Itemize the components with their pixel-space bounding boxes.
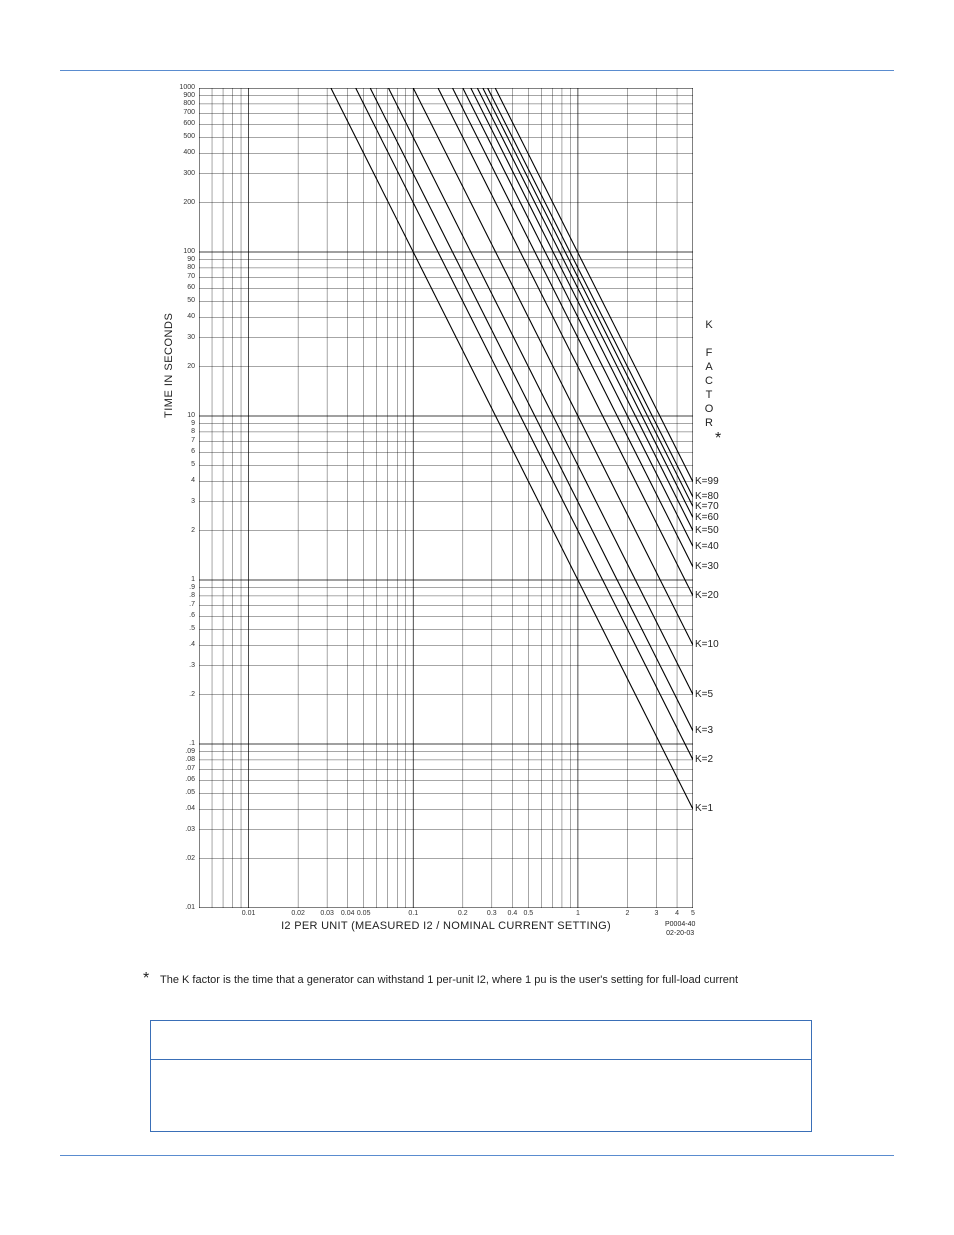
k-curve-label: K=70	[695, 501, 719, 512]
y-tick-label: .02	[165, 855, 195, 862]
y-tick-label: 700	[165, 109, 195, 116]
k-curve-label: K=2	[695, 754, 713, 765]
y-tick-label: .01	[165, 904, 195, 911]
x-tick-label: 0.02	[283, 910, 313, 917]
y-tick-label: 8	[165, 428, 195, 435]
y-tick-label: 400	[165, 149, 195, 156]
y-tick-label: .6	[165, 612, 195, 619]
y-tick-label: 9	[165, 420, 195, 427]
y-tick-label: 20	[165, 363, 195, 370]
y-tick-label: 4	[165, 477, 195, 484]
chart-svg	[199, 88, 693, 908]
k-curve-label: K=20	[695, 590, 719, 601]
y-tick-label: .3	[165, 662, 195, 669]
x-tick-label: 1	[563, 910, 593, 917]
y-tick-label: 70	[165, 273, 195, 280]
y-tick-label: 10	[165, 412, 195, 419]
y-tick-label: .8	[165, 592, 195, 599]
k-curve-label: K=5	[695, 689, 713, 700]
k-curve-label: K=40	[695, 541, 719, 552]
y-tick-label: 200	[165, 199, 195, 206]
k-curve-label: K=30	[695, 561, 719, 572]
k-curve-label: K=3	[695, 725, 713, 736]
x-axis-label: I2 PER UNIT (MEASURED I2 / NOMINAL CURRE…	[199, 920, 693, 932]
page-rule-top	[60, 70, 894, 71]
y-tick-label: 30	[165, 334, 195, 341]
y-tick-label: .2	[165, 691, 195, 698]
y-tick-label: 600	[165, 120, 195, 127]
y-tick-label: 90	[165, 256, 195, 263]
x-tick-label: 2	[612, 910, 642, 917]
x-tick-label: 0.01	[234, 910, 264, 917]
x-tick-label: 0.05	[349, 910, 379, 917]
y-tick-label: 100	[165, 248, 195, 255]
k-curve-label: K=50	[695, 525, 719, 536]
k-factor-star-icon: *	[715, 430, 721, 448]
y-tick-label: .1	[165, 740, 195, 747]
page: TIME IN SECONDS K F A C T O R * 10009008…	[0, 0, 954, 1235]
y-tick-label: 40	[165, 313, 195, 320]
y-tick-label: 1000	[165, 84, 195, 91]
y-tick-label: 800	[165, 100, 195, 107]
callout-divider	[151, 1059, 811, 1060]
y-tick-label: 3	[165, 498, 195, 505]
y-tick-label: 60	[165, 284, 195, 291]
k-curve-label: K=1	[695, 803, 713, 814]
y-tick-label: 300	[165, 170, 195, 177]
y-tick-label: 2	[165, 527, 195, 534]
y-tick-label: 7	[165, 437, 195, 444]
page-rule-bottom	[60, 1155, 894, 1156]
y-tick-label: 1	[165, 576, 195, 583]
callout-frame	[150, 1020, 812, 1132]
y-tick-label: 5	[165, 461, 195, 468]
kfactor-letter: O	[699, 402, 719, 416]
k-curve-label: K=99	[695, 476, 719, 487]
footnote-text: The K factor is the time that a generato…	[160, 974, 738, 986]
y-tick-label: .07	[165, 765, 195, 772]
kfactor-letter: K	[699, 318, 719, 332]
kfactor-letter: A	[699, 360, 719, 374]
x-tick-label: 5	[678, 910, 708, 917]
chart-container: TIME IN SECONDS K F A C T O R * 10009008…	[175, 88, 775, 958]
x-tick-label: 0.1	[398, 910, 428, 917]
y-tick-label: .03	[165, 826, 195, 833]
y-tick-label: .4	[165, 641, 195, 648]
y-tick-label: 6	[165, 448, 195, 455]
y-tick-label: .04	[165, 805, 195, 812]
footnote-star-icon: *	[143, 970, 149, 988]
x-tick-label: 0.5	[513, 910, 543, 917]
y-tick-label: .05	[165, 789, 195, 796]
y-tick-label: .06	[165, 776, 195, 783]
reference-id: P0004-40	[665, 920, 695, 929]
y-tick-label: 50	[165, 297, 195, 304]
y-tick-label: .9	[165, 584, 195, 591]
y-tick-label: 80	[165, 264, 195, 271]
k-factor-vertical-label: K F A C T O R	[699, 318, 719, 430]
x-tick-label: 0.2	[448, 910, 478, 917]
y-tick-label: .08	[165, 756, 195, 763]
chart-reference-id: P0004-40 02-20-03	[665, 920, 695, 938]
y-tick-label: 500	[165, 133, 195, 140]
y-tick-label: .7	[165, 601, 195, 608]
y-tick-label: 900	[165, 92, 195, 99]
kfactor-letter: R	[699, 416, 719, 430]
y-tick-label: .5	[165, 625, 195, 632]
y-tick-label: .09	[165, 748, 195, 755]
kfactor-letter: C	[699, 374, 719, 388]
k-curve-label: K=10	[695, 639, 719, 650]
kfactor-letter: T	[699, 388, 719, 402]
k-curve-label: K=60	[695, 512, 719, 523]
kfactor-letter: F	[699, 346, 719, 360]
reference-date: 02-20-03	[665, 929, 695, 938]
